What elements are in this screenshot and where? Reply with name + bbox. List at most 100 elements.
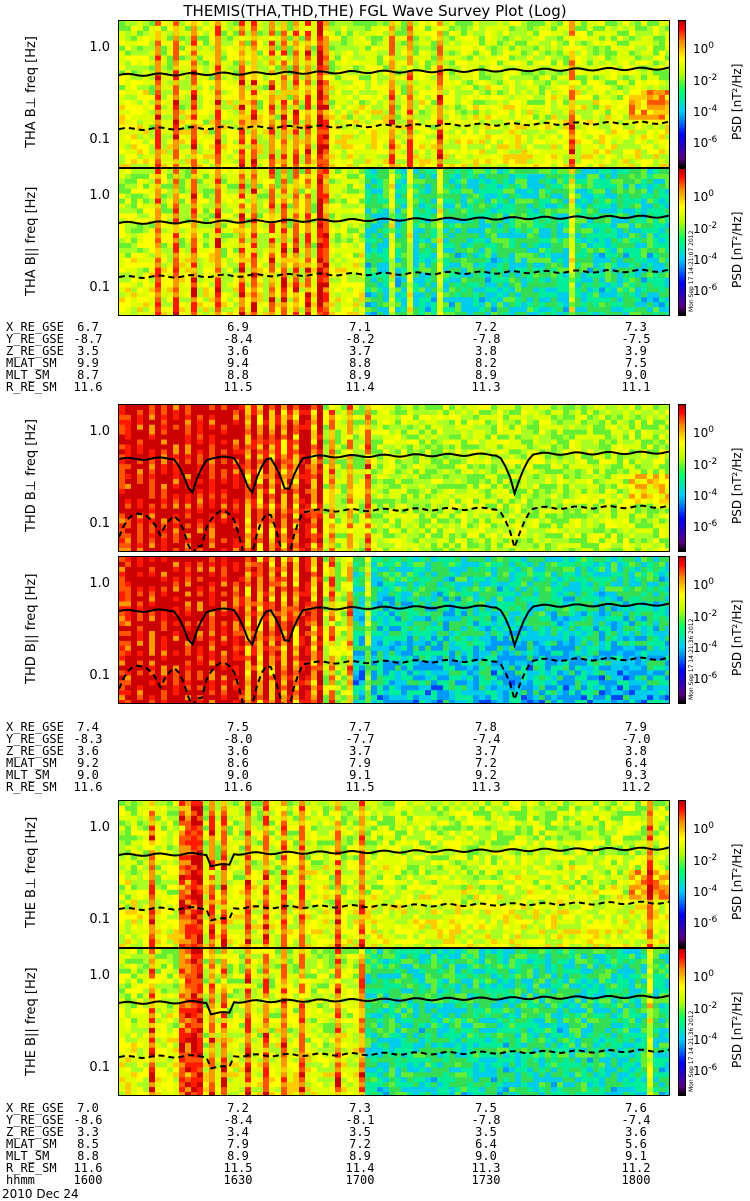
spectrogram-cell: [167, 56, 173, 61]
spectrogram-cell: [371, 179, 377, 184]
spectrogram-cell: [443, 46, 449, 51]
spectrogram-cell: [341, 253, 347, 258]
spectrogram-cell: [425, 56, 431, 61]
spectrogram-cell: [275, 65, 281, 70]
spectrogram-cell: [551, 228, 557, 233]
spectrogram-cell: [221, 179, 227, 184]
spectrogram-cell: [221, 65, 227, 70]
spectrogram-cell: [461, 302, 467, 307]
spectrogram-cell: [431, 51, 437, 56]
spectrogram-cell: [641, 41, 647, 46]
spectrogram-cell: [161, 51, 167, 56]
spectrogram-cell: [509, 292, 515, 297]
spectrogram-cell: [293, 174, 299, 179]
spectrogram-cell: [509, 179, 515, 184]
spectrogram-cell: [437, 189, 443, 194]
spectrogram-cell: [191, 292, 197, 297]
spectrogram-cell: [497, 268, 503, 273]
spectrogram-cell: [353, 268, 359, 273]
spectrogram-cell: [155, 26, 161, 31]
spectrogram-cell: [473, 263, 479, 268]
spectrogram-cell: [437, 56, 443, 61]
spectrogram-cell: [491, 105, 497, 110]
spectrogram-cell: [287, 149, 293, 154]
spectrogram-cell: [497, 278, 503, 283]
spectrogram-cell: [149, 223, 155, 228]
spectrogram-cell: [119, 233, 125, 238]
spectrogram-cell: [395, 75, 401, 80]
spectrogram-cell: [659, 75, 665, 80]
spectrogram-cell: [515, 149, 521, 154]
spectrogram-cell: [161, 184, 167, 189]
spectrogram-cell: [383, 100, 389, 105]
spectrogram-cell: [431, 278, 437, 283]
spectrogram-cell: [149, 204, 155, 209]
spectrogram-cell: [233, 130, 239, 135]
spectrogram-cell: [179, 194, 185, 199]
spectrogram-cell: [281, 287, 287, 292]
spectrogram-cell: [461, 120, 467, 125]
spectrogram-cell: [311, 26, 317, 31]
spectrogram-cell: [575, 159, 581, 164]
spectrogram-cell: [449, 273, 455, 278]
spectrogram-cell: [431, 268, 437, 273]
spectrogram-cell: [293, 144, 299, 149]
spectrogram-cell: [233, 248, 239, 253]
spectrogram-cell: [623, 139, 629, 144]
spectrogram-cell: [359, 263, 365, 268]
spectrogram-cell: [233, 159, 239, 164]
spectrogram-cell: [197, 26, 203, 31]
spectrogram-cell: [305, 169, 311, 174]
spectrogram-cell: [227, 134, 233, 139]
spectrogram-cell: [503, 149, 509, 154]
spectrogram-cell: [605, 159, 611, 164]
spectrogram-cell: [467, 105, 473, 110]
spectrogram-cell: [197, 228, 203, 233]
spectrogram-cell: [617, 95, 623, 100]
spectrogram-cell: [551, 307, 557, 312]
spectrogram-cell: [659, 134, 665, 139]
spectrogram-cell: [455, 31, 461, 36]
spectrogram-cell: [221, 307, 227, 312]
spectrogram-cell: [209, 312, 215, 316]
spectrogram-cell: [287, 95, 293, 100]
spectrogram-cell: [647, 46, 653, 51]
spectrogram-cell: [509, 110, 515, 115]
spectrogram-cell: [203, 120, 209, 125]
spectrogram-cell: [461, 100, 467, 105]
spectrogram-cell: [335, 199, 341, 204]
spectrogram-cell: [227, 75, 233, 80]
spectrogram-cell: [431, 297, 437, 302]
spectrogram-cell: [293, 130, 299, 135]
spectrogram-cell: [335, 169, 341, 174]
spectrogram-cell: [317, 278, 323, 283]
spectrogram-cell: [173, 51, 179, 56]
spectrogram-cell: [299, 302, 305, 307]
spectrogram-cell: [359, 199, 365, 204]
spectrogram-cell: [335, 75, 341, 80]
spectrogram-cell: [521, 130, 527, 135]
spectrogram-cell: [185, 36, 191, 41]
spectrogram-cell: [377, 105, 383, 110]
spectrogram-cell: [575, 36, 581, 41]
spectrogram-cell: [287, 248, 293, 253]
spectrogram-cell: [587, 60, 593, 65]
spectrogram-cell: [329, 46, 335, 51]
spectrogram-cell: [413, 169, 419, 174]
spectrogram-cell: [335, 26, 341, 31]
spectrogram-cell: [131, 90, 137, 95]
spectrogram-cell: [323, 110, 329, 115]
spectrogram-cell: [323, 130, 329, 135]
spectrogram-cell: [191, 60, 197, 65]
spectrogram-cell: [389, 184, 395, 189]
spectrogram-cell: [167, 36, 173, 41]
spectrogram-cell: [659, 85, 665, 90]
spectrogram-cell: [581, 144, 587, 149]
spectrogram-cell: [569, 130, 575, 135]
spectrogram-cell: [353, 228, 359, 233]
spectrogram-cell: [233, 243, 239, 248]
spectrogram-cell: [509, 46, 515, 51]
spectrogram-cell: [617, 26, 623, 31]
spectrogram-cell: [281, 243, 287, 248]
spectrogram-cell: [497, 223, 503, 228]
